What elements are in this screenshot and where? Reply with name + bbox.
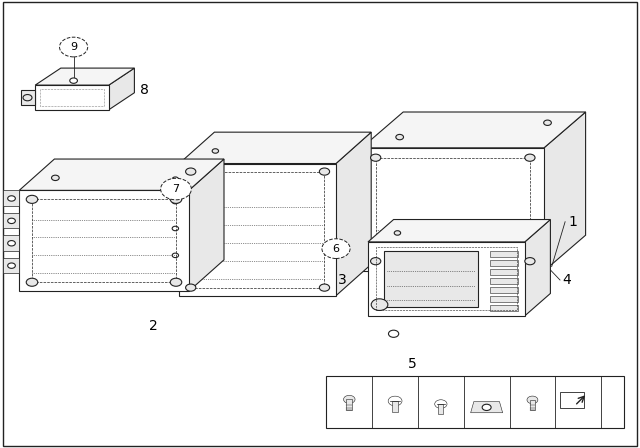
Circle shape xyxy=(388,396,402,406)
Text: 9: 9 xyxy=(438,383,444,392)
Text: 7: 7 xyxy=(484,383,490,392)
Circle shape xyxy=(319,168,330,175)
Bar xyxy=(346,399,352,410)
Text: 7: 7 xyxy=(172,184,180,194)
Circle shape xyxy=(322,239,350,258)
Circle shape xyxy=(319,284,330,291)
Circle shape xyxy=(525,258,535,265)
Text: 10: 10 xyxy=(389,383,401,392)
Circle shape xyxy=(371,258,381,265)
Text: 6: 6 xyxy=(529,383,536,392)
Polygon shape xyxy=(470,401,502,413)
Circle shape xyxy=(8,218,15,224)
Circle shape xyxy=(172,177,179,181)
Text: 001505 2: 001505 2 xyxy=(578,414,621,422)
Polygon shape xyxy=(560,392,584,409)
Polygon shape xyxy=(362,112,586,148)
Circle shape xyxy=(388,330,399,337)
Circle shape xyxy=(26,278,38,286)
Circle shape xyxy=(172,199,179,204)
Bar xyxy=(326,376,624,428)
Circle shape xyxy=(394,231,401,235)
Circle shape xyxy=(212,149,219,153)
Circle shape xyxy=(172,253,179,258)
Text: 8: 8 xyxy=(140,82,148,97)
Circle shape xyxy=(344,396,355,404)
Circle shape xyxy=(527,396,538,404)
Bar xyxy=(490,296,518,302)
Polygon shape xyxy=(384,251,478,307)
Polygon shape xyxy=(179,132,371,164)
Circle shape xyxy=(543,120,551,125)
Polygon shape xyxy=(3,235,19,251)
Circle shape xyxy=(371,154,381,161)
Bar xyxy=(392,401,398,412)
Circle shape xyxy=(525,154,535,161)
Circle shape xyxy=(186,168,196,175)
Polygon shape xyxy=(189,159,224,291)
Circle shape xyxy=(60,37,88,57)
Polygon shape xyxy=(336,132,371,296)
Bar xyxy=(490,260,518,266)
Bar xyxy=(490,251,518,257)
Bar xyxy=(490,305,518,311)
Polygon shape xyxy=(3,190,19,206)
Polygon shape xyxy=(109,68,134,110)
Polygon shape xyxy=(362,148,544,271)
Polygon shape xyxy=(544,112,586,271)
Text: 2: 2 xyxy=(149,319,158,333)
Text: 6: 6 xyxy=(333,244,339,254)
Circle shape xyxy=(23,95,32,101)
Circle shape xyxy=(26,195,38,203)
Polygon shape xyxy=(172,193,179,211)
Bar xyxy=(490,287,518,293)
Polygon shape xyxy=(3,213,19,228)
Text: 1: 1 xyxy=(568,215,577,229)
Circle shape xyxy=(8,241,15,246)
Bar xyxy=(490,278,518,284)
Circle shape xyxy=(482,404,491,410)
Polygon shape xyxy=(35,85,109,110)
Polygon shape xyxy=(3,258,19,273)
Polygon shape xyxy=(19,159,224,190)
Circle shape xyxy=(172,226,179,231)
Polygon shape xyxy=(179,164,336,296)
Polygon shape xyxy=(368,220,550,242)
Bar xyxy=(438,404,444,414)
Circle shape xyxy=(52,175,60,181)
Text: 5: 5 xyxy=(408,357,417,371)
Circle shape xyxy=(170,195,182,203)
Circle shape xyxy=(70,78,77,83)
Text: 4: 4 xyxy=(562,273,571,287)
Circle shape xyxy=(161,178,191,200)
Text: 9: 9 xyxy=(70,42,77,52)
Circle shape xyxy=(170,278,182,286)
Circle shape xyxy=(8,196,15,201)
Polygon shape xyxy=(19,190,189,291)
Bar xyxy=(530,400,535,410)
Polygon shape xyxy=(172,170,179,188)
Text: 3: 3 xyxy=(338,273,347,287)
Polygon shape xyxy=(525,220,550,316)
Circle shape xyxy=(396,134,403,140)
Circle shape xyxy=(371,299,388,310)
Circle shape xyxy=(8,263,15,268)
Polygon shape xyxy=(172,220,179,237)
Polygon shape xyxy=(368,242,525,316)
Polygon shape xyxy=(172,246,179,264)
Circle shape xyxy=(435,400,447,409)
Text: 11: 11 xyxy=(343,383,355,392)
Polygon shape xyxy=(21,90,35,105)
Bar xyxy=(490,269,518,275)
Circle shape xyxy=(186,284,196,291)
Polygon shape xyxy=(35,68,134,85)
